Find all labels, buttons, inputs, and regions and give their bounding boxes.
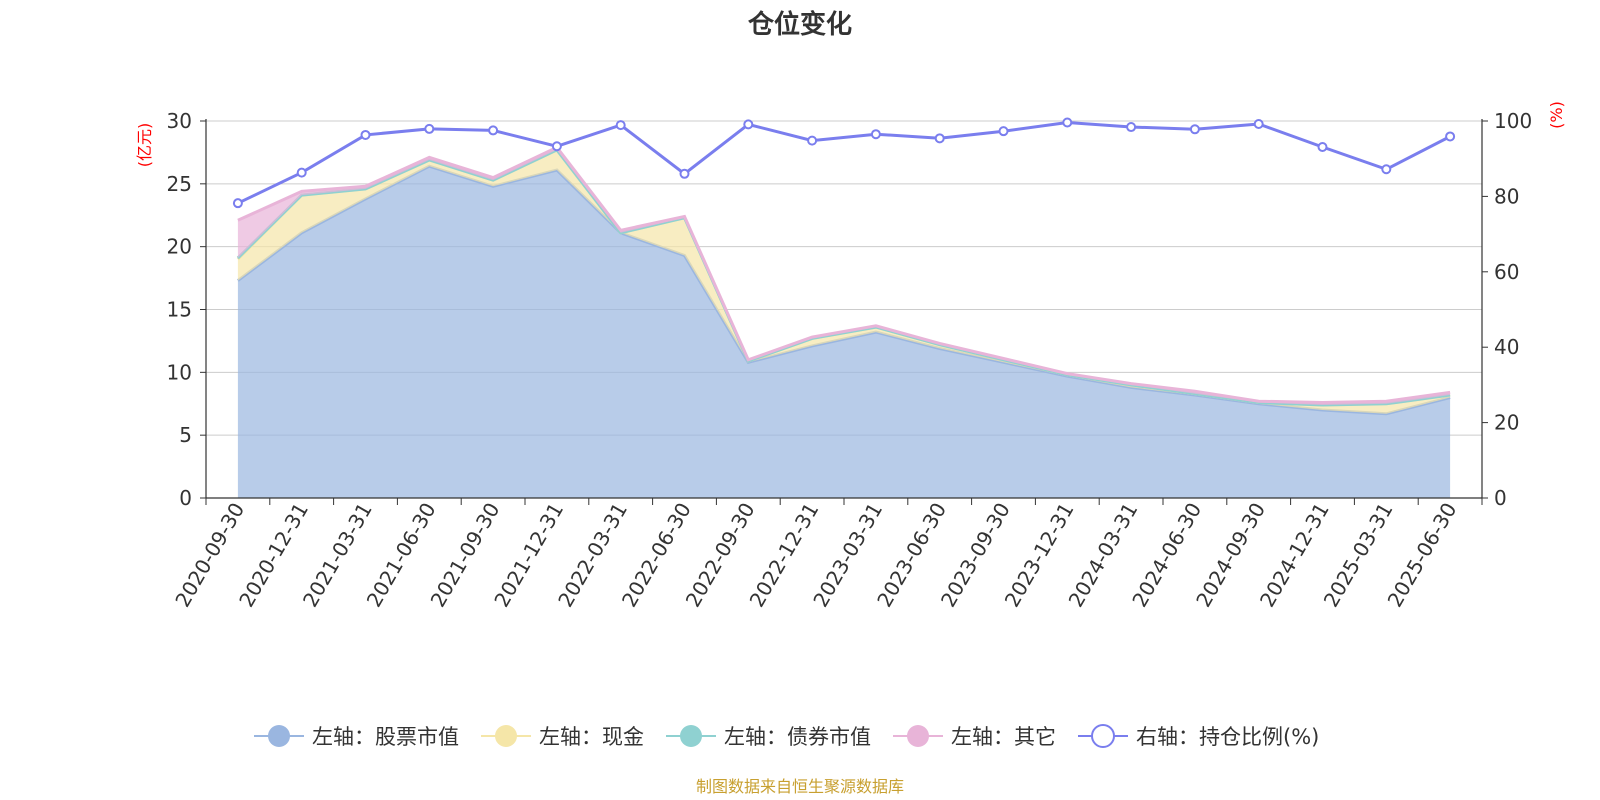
holding-ratio-point xyxy=(1253,119,1264,130)
left-axis-tick-label: 15 xyxy=(167,298,192,322)
holding-ratio-point xyxy=(1381,164,1392,175)
holding-ratio-point xyxy=(679,168,690,179)
legend-item[interactable]: 左轴：其它 xyxy=(893,725,1056,749)
chart-title: 仓位变化 xyxy=(747,9,852,40)
right-axis-tick-label: 20 xyxy=(1494,411,1519,435)
holding-ratio-point xyxy=(807,135,818,146)
right-axis-tick-label: 60 xyxy=(1494,260,1519,284)
holding-ratio-point xyxy=(551,141,562,152)
holding-ratio-point xyxy=(743,119,754,130)
left-axis-tick-label: 0 xyxy=(179,486,192,510)
holding-ratio-point xyxy=(360,129,371,140)
legend-label: 左轴：其它 xyxy=(951,725,1056,749)
holding-ratio-point xyxy=(296,167,307,178)
left-axis-tick-label: 20 xyxy=(167,235,192,259)
left-axis-tick-label: 25 xyxy=(167,172,192,196)
holding-ratio-point xyxy=(870,129,881,140)
stacked-areas xyxy=(236,145,1451,498)
legend-label: 右轴：持仓比例(%) xyxy=(1136,725,1319,749)
holding-ratio-polyline xyxy=(237,120,1451,205)
left-axis-tick-label: 5 xyxy=(179,423,192,447)
left-axis-tick-label: 10 xyxy=(167,360,192,384)
holding-ratio-line xyxy=(232,117,1456,209)
legend-marker xyxy=(495,725,517,747)
legend-item[interactable]: 左轴：债券市值 xyxy=(666,725,871,749)
legend-marker xyxy=(1091,724,1115,748)
holding-ratio-point xyxy=(488,125,499,136)
holding-ratio-point xyxy=(1317,142,1328,153)
legend-item[interactable]: 右轴：持仓比例(%) xyxy=(1078,724,1319,749)
area-左轴股票市值 xyxy=(237,166,1451,498)
holding-ratio-point xyxy=(998,126,1009,137)
right-axis-tick-label: 100 xyxy=(1494,109,1532,133)
legend-item[interactable]: 左轴：现金 xyxy=(481,725,644,749)
legend-label: 左轴：股票市值 xyxy=(312,725,459,749)
holding-ratio-point xyxy=(232,198,243,209)
legend-marker xyxy=(268,725,290,747)
legend[interactable]: 左轴：股票市值 左轴：现金 左轴：债券市值 左轴：其它 右轴：持仓比例(%) xyxy=(254,724,1319,749)
right-axis-tick-label: 0 xyxy=(1494,486,1507,510)
left-axis-tick-label: 30 xyxy=(167,109,192,133)
holding-ratio-point xyxy=(615,120,626,131)
holding-ratio-point xyxy=(1189,124,1200,135)
legend-label: 左轴：现金 xyxy=(539,725,644,749)
legend-label: 左轴：债券市值 xyxy=(724,725,871,749)
holding-ratio-point xyxy=(1126,122,1137,133)
right-axis-tick-label: 80 xyxy=(1494,184,1519,208)
legend-marker xyxy=(907,725,929,747)
right-axis-tick-label: 40 xyxy=(1494,335,1519,359)
area-左轴其它-edge xyxy=(237,145,1451,405)
holding-ratio-point xyxy=(934,133,945,144)
left-axis-unit: (亿元) xyxy=(135,123,154,168)
holding-ratio-point xyxy=(1062,117,1073,128)
holding-ratio-point xyxy=(424,123,435,134)
legend-marker xyxy=(680,725,702,747)
legend-item[interactable]: 左轴：股票市值 xyxy=(254,725,459,749)
right-axis-unit: (%) xyxy=(1547,101,1566,129)
source-note: 制图数据来自恒生聚源数据库 xyxy=(696,777,904,796)
holding-ratio-point xyxy=(1445,131,1456,142)
